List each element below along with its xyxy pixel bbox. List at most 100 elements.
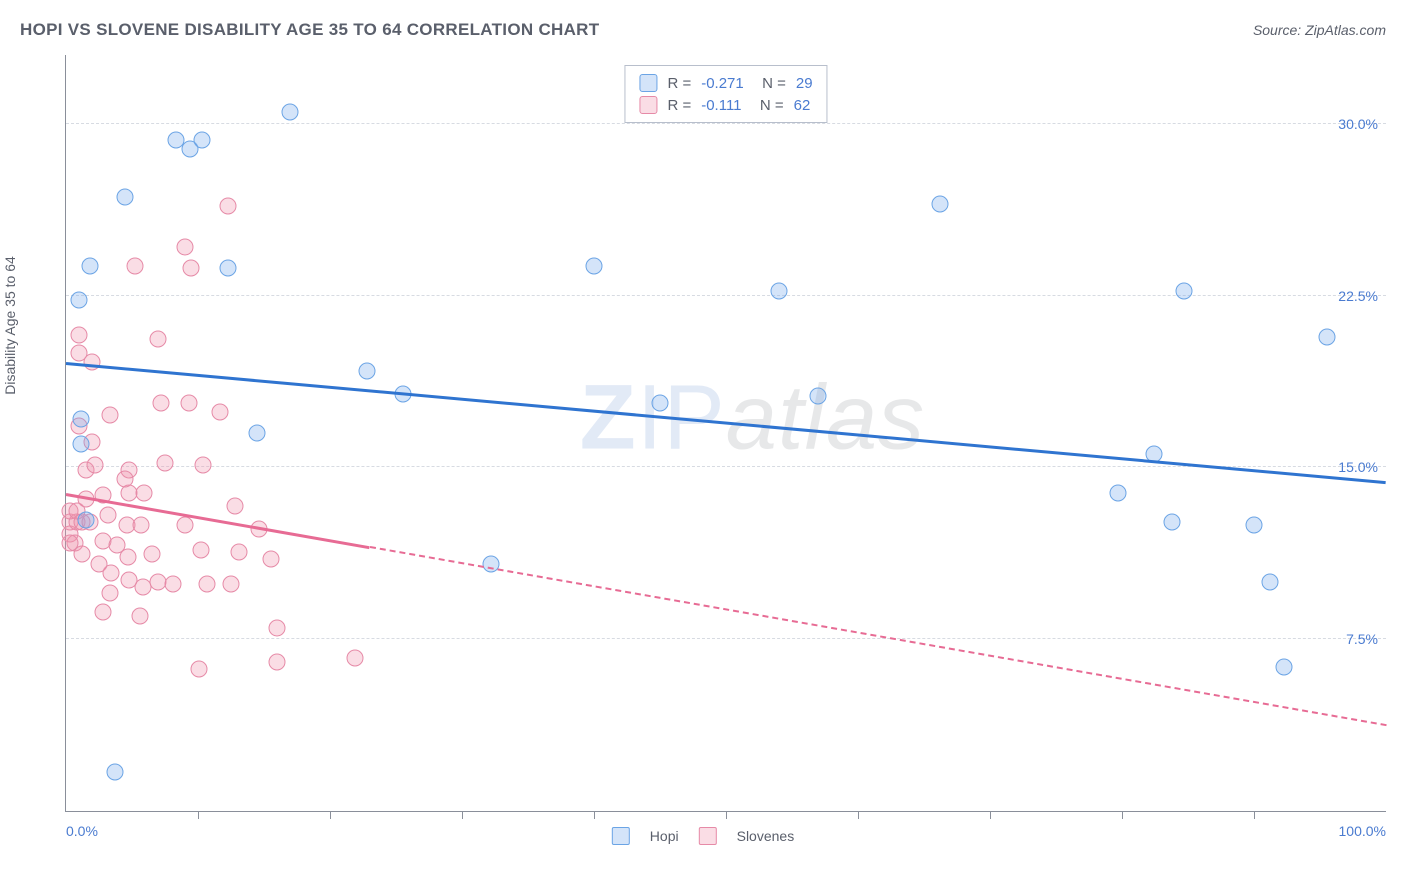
hopi-point — [117, 189, 134, 206]
gridline-h — [66, 466, 1386, 467]
hopi-point — [1164, 514, 1181, 531]
hopi-point — [1246, 516, 1263, 533]
y-tick-label: 7.5% — [1346, 631, 1378, 647]
slovene-point — [73, 546, 90, 563]
correlation-row: R = -0.111 N = 62 — [639, 94, 812, 116]
slovene-point — [117, 470, 134, 487]
slovene-point — [150, 331, 167, 348]
slovene-point — [164, 576, 181, 593]
slovene-point — [262, 551, 279, 568]
series-swatch — [612, 827, 630, 845]
source-label: Source: ZipAtlas.com — [1253, 22, 1386, 38]
series-legend: Hopi Slovenes — [612, 827, 794, 845]
plot-area: ZIPatlas R = -0.271 N = 29R = -0.111 N =… — [65, 55, 1386, 812]
legend-n-value: 29 — [796, 75, 813, 92]
x-axis-end-label: 100.0% — [1339, 823, 1386, 839]
gridline-h — [66, 123, 1386, 124]
watermark-z: Z — [580, 366, 637, 468]
y-tick-label: 15.0% — [1338, 459, 1378, 475]
legend-r-label: R = — [667, 97, 691, 114]
series-swatch — [699, 827, 717, 845]
slovene-point — [120, 548, 137, 565]
hopi-point — [193, 131, 210, 148]
legend-r-value: -0.111 — [701, 97, 741, 114]
slovene-point — [212, 404, 229, 421]
hopi-point — [1110, 484, 1127, 501]
slovene-point — [192, 541, 209, 558]
slovene-point — [176, 516, 193, 533]
hopi-point — [72, 436, 89, 453]
legend-swatch — [639, 96, 657, 114]
slovene-point — [183, 260, 200, 277]
hopi-point — [106, 764, 123, 781]
slovene-point — [133, 516, 150, 533]
legend-swatch — [639, 74, 657, 92]
y-axis-label: Disability Age 35 to 64 — [2, 256, 18, 395]
correlation-legend: R = -0.271 N = 29R = -0.111 N = 62 — [624, 65, 827, 123]
x-tick — [726, 811, 727, 819]
slovene-point — [126, 257, 143, 274]
y-tick-label: 30.0% — [1338, 116, 1378, 132]
x-tick — [1254, 811, 1255, 819]
slovene-point — [71, 326, 88, 343]
hopi-point — [1176, 282, 1193, 299]
slovene-point — [180, 395, 197, 412]
x-tick — [990, 811, 991, 819]
hopi-point — [810, 388, 827, 405]
hopi-point — [1261, 573, 1278, 590]
slovene-point — [226, 498, 243, 515]
hopi-point — [358, 363, 375, 380]
slovene-point — [269, 654, 286, 671]
hopi-point — [282, 104, 299, 121]
y-tick-label: 22.5% — [1338, 288, 1378, 304]
legend-r-label: R = — [667, 75, 691, 92]
hopi-point — [249, 425, 266, 442]
series-label: Slovenes — [737, 828, 795, 844]
hopi-point — [931, 195, 948, 212]
x-tick — [594, 811, 595, 819]
hopi-point — [81, 257, 98, 274]
slovene-point — [71, 344, 88, 361]
slovene-point — [157, 454, 174, 471]
legend-r-value: -0.271 — [701, 75, 744, 92]
slovene-point — [143, 546, 160, 563]
x-tick — [1122, 811, 1123, 819]
correlation-row: R = -0.271 N = 29 — [639, 72, 812, 94]
hopi-point — [1318, 328, 1335, 345]
legend-n-label: N = — [752, 97, 784, 114]
gridline-h — [66, 638, 1386, 639]
legend-n-label: N = — [754, 75, 786, 92]
x-tick — [858, 811, 859, 819]
slovene-point — [131, 608, 148, 625]
x-tick — [330, 811, 331, 819]
hopi-point — [220, 260, 237, 277]
x-tick — [462, 811, 463, 819]
slovene-point — [269, 619, 286, 636]
slovene-point — [199, 576, 216, 593]
slovene-point — [91, 555, 108, 572]
slovene-point — [135, 484, 152, 501]
slovene-point — [101, 406, 118, 423]
watermark: ZIPatlas — [580, 365, 925, 470]
x-axis-start-label: 0.0% — [66, 823, 98, 839]
watermark-atlas: atlas — [726, 366, 925, 468]
hopi-point — [71, 292, 88, 309]
legend-n-value: 62 — [794, 97, 811, 114]
slovene-point — [100, 507, 117, 524]
hopi-point — [770, 282, 787, 299]
slovene-point — [220, 198, 237, 215]
hopi-point — [77, 512, 94, 529]
x-tick — [198, 811, 199, 819]
hopi-point — [586, 257, 603, 274]
series-label: Hopi — [650, 828, 679, 844]
slovene-point — [347, 649, 364, 666]
hopi-point — [652, 395, 669, 412]
slovene-regression-dashed — [369, 546, 1386, 726]
slovene-point — [87, 457, 104, 474]
slovene-point — [195, 457, 212, 474]
slovene-point — [153, 395, 170, 412]
hopi-point — [1276, 658, 1293, 675]
slovene-point — [223, 576, 240, 593]
slovene-point — [121, 571, 138, 588]
hopi-point — [72, 411, 89, 428]
